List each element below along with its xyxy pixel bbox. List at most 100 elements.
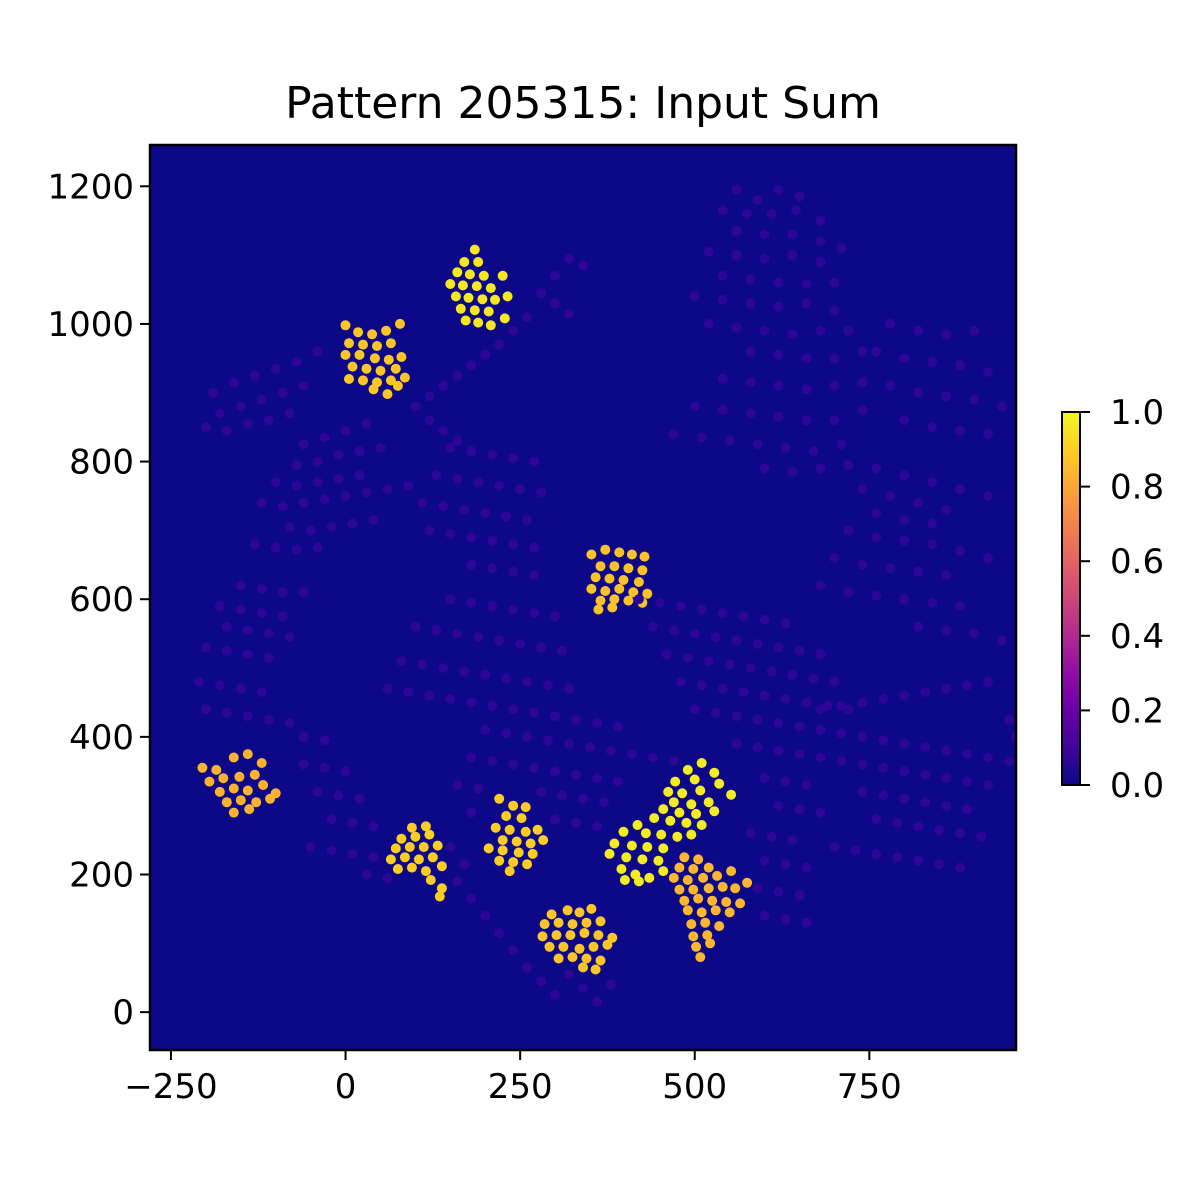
scatter-point — [738, 611, 749, 622]
scatter-point — [263, 652, 274, 663]
scatter-point — [564, 308, 574, 319]
scatter-point — [516, 813, 527, 824]
scatter-point — [298, 497, 309, 508]
scatter-point — [550, 814, 561, 825]
scatter-point — [494, 635, 505, 646]
scatter-point — [469, 244, 480, 255]
scatter-point — [564, 683, 574, 694]
scatter-point — [745, 346, 756, 357]
scatter-point — [997, 635, 1007, 646]
scatter-point — [675, 676, 686, 687]
scatter-point — [544, 941, 555, 952]
scatter-point — [829, 415, 840, 426]
scatter-point — [815, 649, 826, 660]
scatter-point — [679, 895, 690, 906]
scatter-point — [808, 673, 819, 684]
scatter-point — [857, 346, 868, 357]
scatter-point — [983, 429, 994, 439]
y-tick-label: 1200 — [47, 167, 134, 207]
scatter-point — [284, 718, 295, 729]
scatter-point — [466, 807, 477, 818]
scatter-point — [899, 535, 910, 546]
scatter-point — [726, 789, 737, 800]
scatter-point — [522, 731, 533, 742]
scatter-point — [354, 349, 365, 360]
scatter-point — [487, 756, 498, 766]
scatter-point — [745, 298, 756, 309]
scatter-point — [731, 184, 742, 195]
scatter-point — [249, 769, 260, 780]
scatter-point — [633, 577, 644, 587]
scatter-point — [689, 401, 700, 412]
scatter-point — [445, 279, 456, 289]
scatter-point — [529, 707, 540, 718]
scatter-point — [436, 883, 447, 894]
scatter-point — [801, 353, 812, 364]
scatter-point — [477, 294, 488, 305]
scatter-point — [305, 525, 316, 536]
scatter-point — [791, 205, 801, 216]
scatter-point — [696, 907, 707, 918]
scatter-point — [214, 408, 225, 419]
scatter-point — [522, 676, 533, 687]
scatter-point — [445, 442, 456, 453]
scatter-point — [340, 349, 351, 360]
scatter-point — [277, 611, 288, 622]
scatter-point — [326, 845, 337, 856]
scatter-point — [836, 728, 847, 739]
scatter-point — [927, 518, 938, 529]
scatter-point — [801, 279, 812, 289]
scatter-point — [567, 919, 578, 930]
scatter-point — [574, 943, 585, 954]
scatter-point — [497, 270, 508, 281]
scatter-point — [291, 356, 302, 367]
scatter-point — [265, 793, 276, 804]
plot-frame — [148, 143, 1018, 1052]
scatter-point — [263, 714, 274, 725]
scatter-point — [242, 749, 253, 760]
scatter-point — [485, 320, 496, 331]
scatter-point — [520, 826, 531, 837]
scatter-point — [551, 930, 562, 941]
scatter-point — [466, 360, 477, 371]
scatter-point — [633, 594, 644, 605]
scatter-point — [808, 446, 819, 457]
scatter-point — [499, 313, 510, 324]
scatter-point — [452, 473, 463, 484]
scatter-point — [997, 401, 1007, 412]
scatter-point — [567, 952, 578, 963]
scatter-point — [487, 563, 498, 574]
scatter-point — [710, 707, 721, 718]
scatter-point — [298, 759, 309, 770]
scatter-point — [759, 910, 770, 921]
scatter-point — [550, 711, 561, 722]
scatter-point — [375, 442, 386, 453]
scatter-point — [815, 725, 826, 735]
scatter-point — [794, 645, 805, 656]
scatter-point — [843, 587, 854, 598]
scatter-point — [532, 824, 543, 835]
scatter-point — [857, 697, 868, 708]
scatter-point — [709, 806, 720, 817]
scatter-point — [592, 996, 602, 1007]
scatter-point — [550, 298, 561, 309]
scatter-point — [703, 246, 714, 257]
scatter-point — [392, 380, 403, 391]
scatter-point — [515, 639, 526, 649]
scatter-point — [801, 415, 812, 426]
scatter-point — [494, 480, 505, 491]
scatter-point — [726, 866, 737, 877]
y-tick-label: 800 — [69, 443, 134, 483]
y-tick-label: 0 — [112, 993, 134, 1033]
scatter-point — [668, 756, 679, 766]
colorbar-tick-label: 1.0 — [1110, 393, 1164, 433]
scatter-point — [759, 229, 770, 240]
scatter-point — [565, 930, 576, 941]
scatter-point — [590, 964, 601, 975]
scatter-point — [347, 817, 358, 828]
scatter-point — [600, 586, 611, 596]
scatter-point — [829, 676, 840, 687]
scatter-point — [941, 773, 952, 784]
scatter-point — [679, 852, 690, 863]
scatter-point — [242, 711, 253, 722]
